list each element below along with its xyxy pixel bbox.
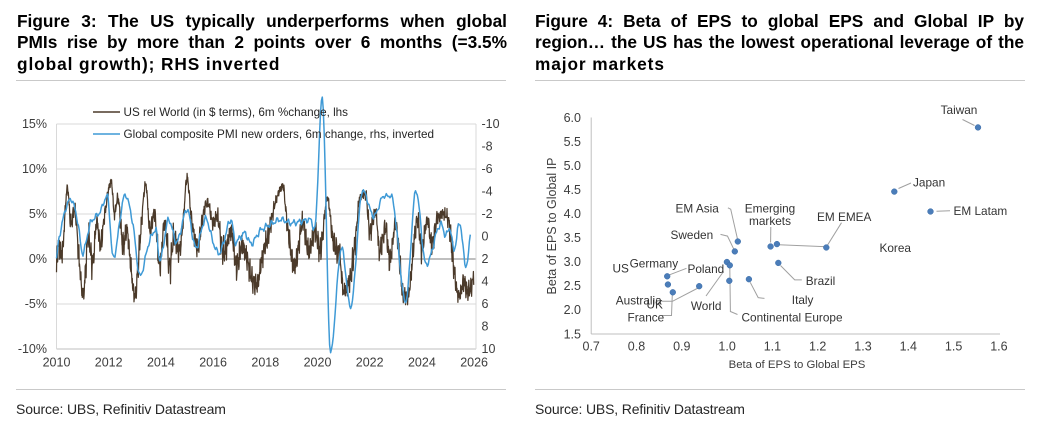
- svg-text:2.5: 2.5: [564, 279, 581, 293]
- svg-text:Korea: Korea: [880, 241, 912, 255]
- svg-text:2012: 2012: [95, 356, 123, 370]
- svg-text:-6: -6: [482, 162, 493, 176]
- svg-text:France: France: [628, 311, 665, 325]
- svg-text:0.9: 0.9: [673, 340, 690, 354]
- svg-text:1.3: 1.3: [854, 340, 871, 354]
- svg-text:4.5: 4.5: [564, 183, 581, 197]
- svg-text:1.6: 1.6: [990, 340, 1007, 354]
- svg-text:Germany: Germany: [630, 257, 679, 271]
- svg-text:-4: -4: [482, 185, 493, 199]
- svg-text:5%: 5%: [29, 207, 47, 221]
- svg-text:Italy: Italy: [792, 293, 814, 307]
- svg-text:-10%: -10%: [18, 342, 47, 356]
- svg-text:1.0: 1.0: [718, 340, 735, 354]
- svg-text:Australia: Australia: [616, 294, 662, 308]
- svg-text:0: 0: [482, 230, 489, 244]
- svg-text:2014: 2014: [147, 356, 175, 370]
- svg-text:2.0: 2.0: [564, 303, 581, 317]
- svg-text:2020: 2020: [304, 356, 332, 370]
- svg-text:-8: -8: [482, 140, 493, 154]
- svg-text:EM EMEA: EM EMEA: [817, 210, 872, 224]
- svg-text:8: 8: [482, 320, 489, 334]
- svg-text:US rel World (in $ terms), 6m: US rel World (in $ terms), 6m %change, l…: [124, 106, 349, 119]
- svg-text:Japan: Japan: [913, 176, 945, 190]
- svg-text:Taiwan: Taiwan: [941, 103, 978, 117]
- svg-text:2026: 2026: [460, 356, 488, 370]
- svg-text:1.4: 1.4: [900, 340, 917, 354]
- svg-text:World: World: [691, 299, 722, 313]
- svg-text:-10: -10: [482, 117, 500, 131]
- svg-text:Continental Europe: Continental Europe: [742, 311, 843, 325]
- svg-text:0%: 0%: [29, 252, 47, 266]
- svg-text:10%: 10%: [22, 162, 47, 176]
- svg-text:3.0: 3.0: [564, 255, 581, 269]
- svg-text:1.1: 1.1: [764, 340, 781, 354]
- svg-text:EM Asia: EM Asia: [676, 202, 720, 216]
- svg-text:Emerging: Emerging: [745, 202, 796, 216]
- svg-text:2022: 2022: [356, 356, 384, 370]
- svg-text:-2: -2: [482, 207, 493, 221]
- svg-text:1.2: 1.2: [809, 340, 826, 354]
- svg-text:Beta of EPS to Global EPS: Beta of EPS to Global EPS: [729, 359, 866, 371]
- svg-text:1.5: 1.5: [945, 340, 962, 354]
- svg-text:6.0: 6.0: [564, 111, 581, 125]
- svg-text:EM Latam: EM Latam: [954, 204, 1008, 218]
- svg-text:5.0: 5.0: [564, 159, 581, 173]
- svg-text:Global composite PMI new order: Global composite PMI new orders, 6m chan…: [124, 128, 435, 141]
- svg-text:2024: 2024: [408, 356, 436, 370]
- svg-text:UK: UK: [647, 297, 664, 311]
- svg-text:2018: 2018: [251, 356, 279, 370]
- svg-text:4: 4: [482, 275, 489, 289]
- svg-text:-5%: -5%: [25, 297, 47, 311]
- svg-text:Brazil: Brazil: [806, 274, 836, 288]
- svg-text:2: 2: [482, 252, 489, 266]
- svg-text:0.7: 0.7: [583, 340, 600, 354]
- svg-text:2010: 2010: [43, 356, 71, 370]
- svg-text:0.8: 0.8: [628, 340, 645, 354]
- svg-text:1.5: 1.5: [564, 327, 581, 341]
- svg-text:10: 10: [482, 342, 496, 356]
- svg-text:Sweden: Sweden: [671, 228, 714, 242]
- svg-text:5.5: 5.5: [564, 135, 581, 149]
- svg-text:4.0: 4.0: [564, 207, 581, 221]
- svg-text:3.5: 3.5: [564, 231, 581, 245]
- svg-text:US: US: [613, 262, 630, 276]
- svg-text:Poland: Poland: [688, 262, 725, 276]
- svg-text:markets: markets: [749, 214, 791, 228]
- svg-text:15%: 15%: [22, 117, 47, 131]
- svg-text:2016: 2016: [199, 356, 227, 370]
- svg-text:6: 6: [482, 297, 489, 311]
- svg-text:Beta of EPS to Global IP: Beta of EPS to Global IP: [545, 158, 559, 295]
